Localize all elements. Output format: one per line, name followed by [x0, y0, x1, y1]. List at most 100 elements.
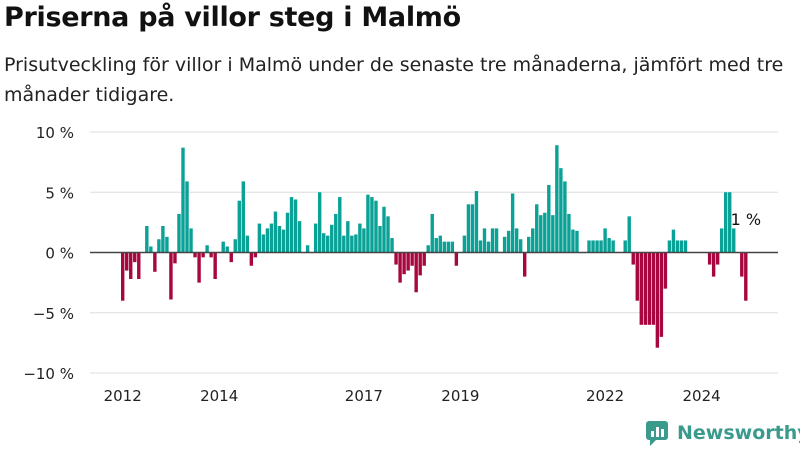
bar — [157, 239, 161, 253]
bar — [285, 212, 290, 253]
newsworthy-logo: Newsworthy — [645, 419, 800, 447]
bar — [667, 240, 672, 253]
bar — [245, 235, 250, 253]
bar — [281, 229, 286, 253]
bar — [346, 221, 350, 253]
bar — [490, 228, 495, 253]
x-tick-label: 2012 — [104, 387, 142, 405]
y-tick-label: −10 % — [23, 365, 74, 383]
bar — [362, 228, 366, 253]
bar — [571, 229, 575, 253]
bar — [478, 240, 483, 253]
bar — [563, 181, 567, 253]
bar — [410, 252, 414, 266]
y-tick-label: −5 % — [33, 305, 74, 323]
bar — [406, 252, 410, 271]
bar — [173, 252, 177, 264]
bar — [161, 225, 165, 253]
bar — [402, 252, 406, 275]
bar — [414, 252, 418, 293]
bar — [732, 228, 736, 253]
bar — [603, 228, 607, 253]
bar — [430, 213, 434, 253]
bar — [133, 252, 137, 263]
bar — [330, 224, 334, 253]
grid-layer — [90, 131, 778, 374]
bar — [305, 245, 310, 253]
bar — [715, 252, 720, 265]
bar — [647, 252, 652, 325]
bar — [265, 228, 270, 253]
bar — [366, 194, 370, 253]
bar — [450, 241, 455, 253]
bar — [635, 252, 639, 301]
y-tick-label: 5 % — [45, 184, 74, 202]
newsworthy-logo-icon — [646, 421, 668, 446]
bar — [523, 252, 527, 277]
bar — [623, 240, 627, 253]
y-axis: 10 % 5 % 0 % −5 % −10 % — [23, 124, 74, 383]
bar — [510, 193, 515, 253]
bar — [390, 238, 394, 253]
bar — [181, 147, 185, 253]
bar — [229, 252, 233, 263]
bar — [374, 200, 378, 253]
bar — [599, 240, 603, 253]
bar — [724, 192, 728, 253]
bar — [502, 236, 507, 253]
bar — [129, 252, 133, 280]
bar — [145, 225, 149, 253]
bar — [655, 252, 660, 348]
bar — [470, 204, 475, 253]
bar — [185, 181, 189, 253]
bar — [506, 230, 511, 253]
bar — [354, 234, 358, 253]
bar — [547, 185, 551, 253]
bar — [394, 252, 398, 265]
bar — [446, 241, 451, 253]
bar — [201, 252, 205, 258]
bar — [149, 246, 153, 253]
bar — [728, 192, 732, 253]
bar — [378, 225, 382, 253]
bar — [518, 239, 523, 253]
bar — [631, 252, 635, 265]
bar — [651, 252, 656, 325]
x-tick-label: 2017 — [345, 387, 383, 405]
bar — [125, 252, 129, 271]
bar — [358, 223, 362, 253]
bar — [719, 228, 724, 253]
bar — [462, 235, 467, 253]
bar — [189, 228, 193, 253]
bar — [197, 252, 201, 283]
bar — [434, 238, 438, 253]
bar — [273, 211, 278, 253]
bar — [177, 213, 181, 253]
bar — [482, 228, 487, 253]
last-value-label: 1 % — [731, 210, 761, 229]
bar — [213, 252, 217, 280]
bar — [543, 212, 547, 253]
bar — [253, 252, 258, 258]
chart-subtitle: Prisutveckling för villor i Malmö under … — [4, 54, 784, 106]
bar — [675, 240, 680, 253]
bar — [671, 229, 676, 253]
bar — [611, 240, 615, 253]
bar — [342, 235, 346, 253]
bar — [233, 239, 237, 253]
bar — [442, 241, 446, 253]
bar — [707, 252, 712, 265]
bar — [326, 235, 330, 253]
x-axis: 2012 2014 2017 2019 2022 2024 — [104, 387, 721, 405]
bar — [527, 236, 531, 253]
bar — [317, 192, 322, 253]
bar — [350, 235, 354, 253]
bar — [679, 240, 684, 253]
bar — [466, 204, 471, 253]
bar — [209, 252, 213, 258]
bar — [418, 252, 422, 276]
bar — [627, 216, 631, 253]
bar — [591, 240, 595, 253]
bar — [643, 252, 647, 325]
